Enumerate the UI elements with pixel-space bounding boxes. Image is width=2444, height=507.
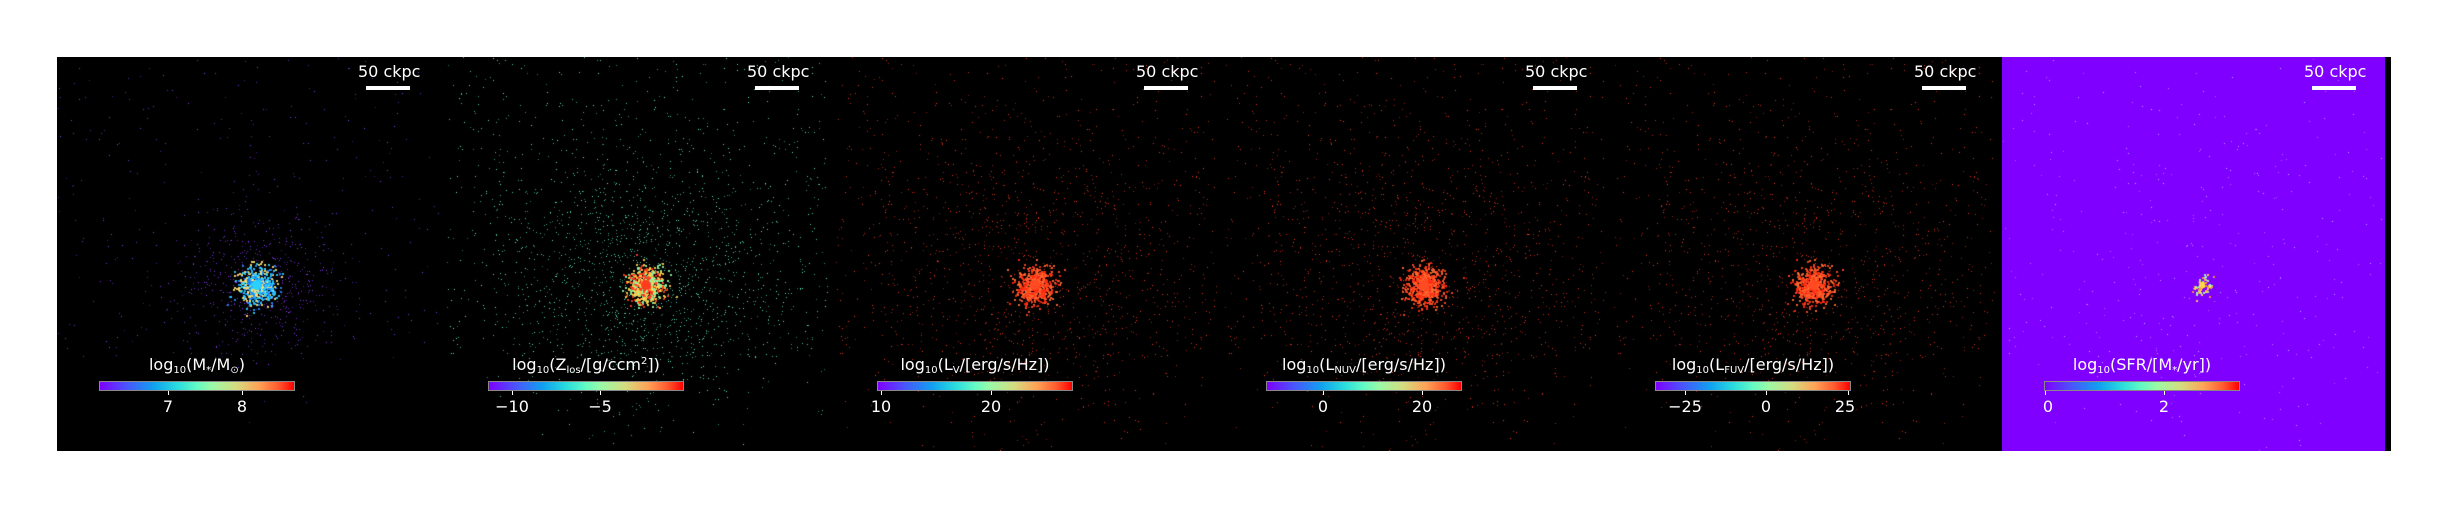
- scale-bar-line: [755, 86, 799, 90]
- scale-bar-label: 50 ckpc: [1525, 62, 1588, 81]
- colorbar-gradient: [877, 381, 1073, 391]
- metallicity-map: [446, 57, 829, 451]
- colorbar-tick: [168, 391, 169, 395]
- colorbar-tick-label: 25: [1834, 397, 1856, 416]
- colorbar-tick: [881, 391, 882, 395]
- colorbar-gradient: [1266, 381, 1462, 391]
- colorbar-tick: [1323, 391, 1324, 395]
- colorbar-tick-label: 0: [1760, 397, 1772, 416]
- colorbar-tick: [1848, 391, 1849, 395]
- colorbar-gradient: [1655, 381, 1851, 391]
- colorbar-title: log10(LFUV/[erg/s/Hz]): [1671, 355, 1835, 376]
- colorbar-tick: [512, 391, 513, 395]
- scale-bar: 50 ckpc: [2304, 62, 2367, 90]
- colorbar-tick: [2045, 391, 2046, 395]
- colorbar-gradient: [99, 381, 295, 391]
- scale-bar: 50 ckpc: [1914, 62, 1977, 90]
- fuv-luminosity-map: [1613, 57, 1996, 451]
- scale-bar-label: 50 ckpc: [1136, 62, 1199, 81]
- colorbar-tick-label: −25: [1668, 397, 1702, 416]
- scale-bar-line: [1533, 86, 1577, 90]
- panel-nuv-luminosity: 50 ckpc log10(LNUV/[erg/s/Hz]) 0 20: [1224, 57, 1607, 451]
- star-formation-rate-map: [2002, 57, 2385, 451]
- colorbar-tick-label: 10: [870, 397, 892, 416]
- panel-stellar-mass: 50 ckpc log10(M*/M⊙) 7 8: [57, 57, 440, 451]
- panel-metallicity: 50 ckpc log10(Zlos/[g/ccm2]) −10 −5: [446, 57, 829, 451]
- image-strip: 50 ckpc log10(M*/M⊙) 7 8 50 ckpc log10(Z…: [57, 57, 2391, 451]
- colorbar-tick-label: 7: [162, 397, 174, 416]
- v-band-luminosity-map: [835, 57, 1218, 451]
- scale-bar: 50 ckpc: [1525, 62, 1588, 90]
- scale-bar-line: [2312, 86, 2356, 90]
- colorbar-tick-label: 2: [2158, 397, 2170, 416]
- colorbar-tick-label: 20: [980, 397, 1002, 416]
- colorbar-tick-label: 20: [1411, 397, 1433, 416]
- scale-bar-line: [1144, 86, 1188, 90]
- colorbar-tick: [1685, 391, 1686, 395]
- scale-bar-label: 50 ckpc: [2304, 62, 2367, 81]
- scale-bar: 50 ckpc: [747, 62, 810, 90]
- colorbar-tick: [600, 391, 601, 395]
- scale-bar-label: 50 ckpc: [747, 62, 810, 81]
- colorbar-tick: [2164, 391, 2165, 395]
- colorbar-gradient: [488, 381, 684, 391]
- colorbar-tick: [991, 391, 992, 395]
- colorbar-tick-label: 0: [1317, 397, 1329, 416]
- panel-v-band-luminosity: 50 ckpc log10(LV/[erg/s/Hz]) 10 20: [835, 57, 1218, 451]
- colorbar-title: log10(LNUV/[erg/s/Hz]): [1282, 355, 1446, 376]
- scale-bar: 50 ckpc: [1136, 62, 1199, 90]
- scale-bar: 50 ckpc: [358, 62, 421, 90]
- colorbar-tick-label: −10: [495, 397, 529, 416]
- nuv-luminosity-map: [1224, 57, 1607, 451]
- colorbar-gradient: [2044, 381, 2240, 391]
- colorbar-tick: [242, 391, 243, 395]
- colorbar-title: log10(M*/M⊙): [148, 355, 245, 376]
- scale-bar-label: 50 ckpc: [1914, 62, 1977, 81]
- colorbar-title: log10(LV/[erg/s/Hz]): [900, 355, 1050, 376]
- colorbar-tick: [1766, 391, 1767, 395]
- scale-bar-label: 50 ckpc: [358, 62, 421, 81]
- panel-fuv-luminosity: 50 ckpc log10(LFUV/[erg/s/Hz]) −25 0 25: [1613, 57, 1996, 451]
- stellar-mass-map: [57, 57, 440, 451]
- colorbar-tick-label: 8: [236, 397, 248, 416]
- colorbar-tick-label: −5: [588, 397, 612, 416]
- colorbar-tick: [1422, 391, 1423, 395]
- panel-star-formation-rate: 50 ckpc log10(SFR/[M*/yr]) 0 2: [2002, 57, 2386, 451]
- scale-bar-line: [366, 86, 410, 90]
- scale-bar-line: [1922, 86, 1966, 90]
- colorbar-title: log10(Zlos/[g/ccm2]): [512, 355, 660, 376]
- colorbar-tick-label: 0: [2042, 397, 2054, 416]
- colorbar-title: log10(SFR/[M*/yr]): [2072, 355, 2212, 376]
